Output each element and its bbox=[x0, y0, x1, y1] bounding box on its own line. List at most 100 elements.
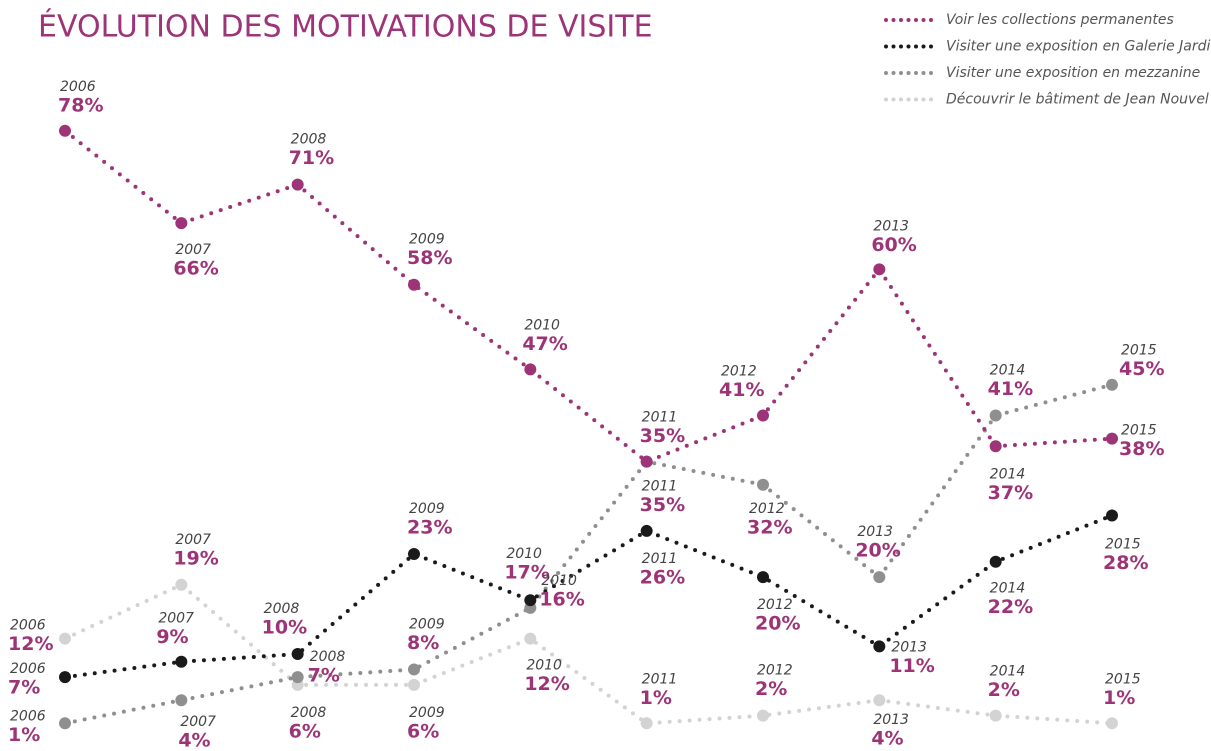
data-label: 41% bbox=[719, 379, 764, 401]
data-point bbox=[873, 694, 886, 707]
data-point bbox=[757, 709, 769, 722]
year-label: 2015 bbox=[1121, 423, 1157, 439]
data-label: 45% bbox=[1119, 358, 1164, 380]
data-label: 35% bbox=[640, 494, 685, 516]
year-label: 2014 bbox=[990, 363, 1026, 379]
year-label: 2015 bbox=[1105, 671, 1141, 687]
year-label: 2011 bbox=[642, 479, 678, 495]
data-label: 78% bbox=[58, 94, 103, 116]
chart-title: ÉVOLUTION DES MOTIVATIONS DE VISITE bbox=[38, 9, 653, 45]
data-label: 58% bbox=[407, 247, 452, 269]
data-label: 1% bbox=[8, 724, 40, 746]
year-label: 2010 bbox=[524, 317, 560, 333]
data-point bbox=[640, 717, 653, 730]
data-point bbox=[408, 663, 420, 676]
data-point bbox=[175, 217, 188, 230]
data-label: 1% bbox=[1103, 687, 1135, 709]
data-label: 7% bbox=[8, 677, 40, 699]
year-label: 2012 bbox=[757, 663, 793, 679]
data-label: 4% bbox=[871, 728, 903, 750]
data-label: 4% bbox=[178, 730, 210, 751]
year-label: 2012 bbox=[749, 501, 785, 517]
data-point bbox=[989, 555, 1002, 568]
data-label: 2% bbox=[755, 678, 787, 700]
data-label: 66% bbox=[173, 258, 218, 280]
data-point bbox=[175, 694, 188, 707]
data-label: 9% bbox=[156, 626, 188, 648]
data-point bbox=[1106, 509, 1118, 522]
data-label: 6% bbox=[289, 720, 321, 742]
data-label: 12% bbox=[524, 673, 569, 695]
year-label: 2013 bbox=[857, 524, 893, 540]
year-label: 2009 bbox=[409, 232, 445, 248]
data-label: 12% bbox=[8, 633, 53, 655]
year-label: 2007 bbox=[180, 714, 216, 730]
data-label: 22% bbox=[988, 596, 1033, 618]
data-point bbox=[524, 363, 537, 376]
year-label: 2006 bbox=[10, 618, 46, 634]
year-label: 2009 bbox=[409, 501, 445, 517]
legend-label: Visiter une exposition en Galerie Jardin bbox=[946, 39, 1211, 55]
year-label: 2008 bbox=[291, 705, 327, 721]
data-point bbox=[1106, 432, 1118, 445]
year-label: 2008 bbox=[291, 132, 327, 148]
data-label: 20% bbox=[755, 613, 800, 635]
data-point bbox=[59, 671, 71, 684]
series-line bbox=[63, 382, 1114, 726]
year-label: 2009 bbox=[409, 705, 445, 721]
data-label: 47% bbox=[522, 333, 567, 355]
data-point bbox=[175, 578, 188, 591]
data-label: 38% bbox=[1119, 438, 1164, 460]
year-label: 2007 bbox=[175, 242, 211, 258]
data-point bbox=[59, 717, 71, 730]
year-label: 2013 bbox=[873, 218, 909, 234]
data-label: 41% bbox=[988, 378, 1033, 400]
data-point bbox=[757, 409, 769, 422]
data-point bbox=[989, 409, 1002, 422]
year-label: 2015 bbox=[1121, 343, 1157, 359]
year-label: 2008 bbox=[264, 601, 300, 617]
data-point bbox=[175, 655, 188, 668]
data-point bbox=[757, 478, 769, 491]
data-point bbox=[524, 632, 537, 645]
data-label: 20% bbox=[855, 540, 900, 562]
data-point bbox=[757, 571, 769, 584]
year-label: 2010 bbox=[506, 546, 542, 562]
year-label: 2006 bbox=[60, 79, 96, 95]
data-point bbox=[640, 524, 653, 537]
legend-label: Voir les collections permanentes bbox=[946, 12, 1174, 28]
data-label: 26% bbox=[640, 566, 685, 588]
data-point bbox=[640, 455, 653, 468]
year-label: 2007 bbox=[175, 532, 211, 548]
series-line bbox=[63, 128, 1114, 464]
year-label: 2009 bbox=[409, 616, 445, 632]
data-point bbox=[873, 571, 886, 584]
data-point bbox=[989, 440, 1002, 453]
data-label: 11% bbox=[889, 655, 934, 677]
data-label: 60% bbox=[871, 234, 916, 256]
year-label: 2014 bbox=[990, 581, 1026, 597]
data-label: 1% bbox=[640, 687, 672, 709]
data-label: 35% bbox=[640, 425, 685, 447]
legend-label: Découvrir le bâtiment de Jean Nouvel bbox=[946, 92, 1209, 108]
data-label: 37% bbox=[988, 482, 1033, 504]
year-label: 2015 bbox=[1105, 537, 1141, 553]
data-label: 16% bbox=[539, 588, 584, 610]
year-label: 2014 bbox=[990, 466, 1026, 482]
year-label: 2010 bbox=[541, 573, 577, 589]
year-label: 2011 bbox=[642, 410, 678, 426]
data-point bbox=[524, 594, 537, 607]
data-point bbox=[873, 263, 886, 276]
year-label: 2011 bbox=[642, 551, 678, 567]
year-label: 2013 bbox=[873, 712, 909, 728]
series-line bbox=[63, 513, 1114, 680]
year-label: 2007 bbox=[158, 611, 194, 627]
data-point bbox=[408, 548, 420, 561]
data-point bbox=[408, 278, 420, 291]
legend-label: Visiter une exposition en mezzanine bbox=[946, 65, 1200, 81]
data-point bbox=[1106, 717, 1118, 730]
data-label: 2% bbox=[988, 679, 1020, 701]
data-label: 7% bbox=[308, 665, 340, 687]
year-label: 2012 bbox=[721, 364, 757, 380]
data-point bbox=[59, 632, 71, 645]
